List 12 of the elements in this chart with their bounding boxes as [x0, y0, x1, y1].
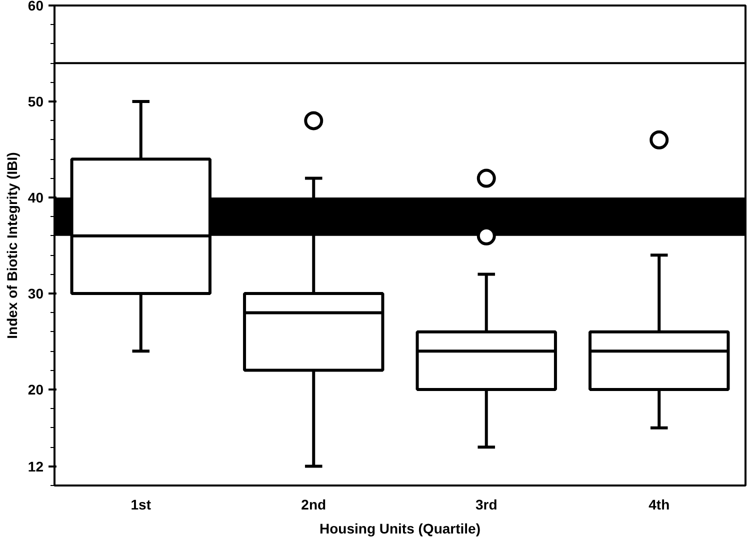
- y-tick-label: 60: [28, 0, 44, 14]
- y-axis-title: Index of Biotic Integrity (IBI): [4, 152, 20, 339]
- y-tick-label: 20: [28, 382, 44, 398]
- y-tick-label: 30: [28, 286, 44, 302]
- x-tick-label: 4th: [648, 496, 670, 512]
- x-tick-label: 2nd: [301, 496, 326, 512]
- x-axis-title: Housing Units (Quartile): [320, 520, 480, 536]
- y-tick-label: 40: [28, 190, 44, 206]
- x-tick-label: 1st: [130, 496, 152, 512]
- y-tick-label: 12: [28, 458, 44, 474]
- y-tick-label: 50: [28, 94, 44, 110]
- x-tick-label: 3rd: [475, 496, 498, 512]
